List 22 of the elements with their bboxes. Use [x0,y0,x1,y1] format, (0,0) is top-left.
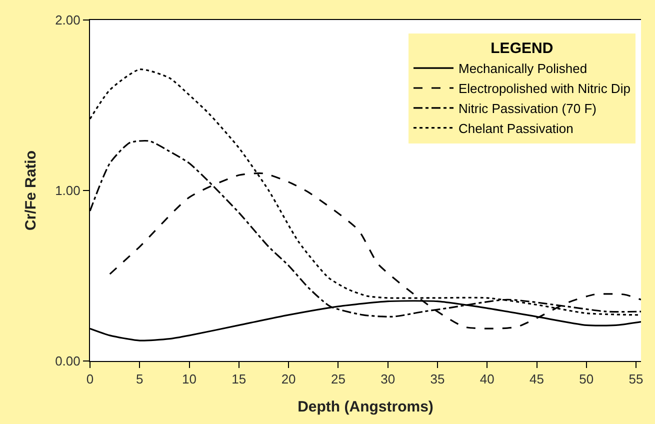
x-tick-label: 25 [330,372,346,387]
y-tick-label: 1.00 [55,183,80,198]
y-tick-label: 2.00 [55,12,80,28]
legend-label: Chelant Passivation [458,120,574,136]
x-tick-label: 10 [182,372,197,387]
x-tick-label: 5 [136,372,144,387]
y-tick-label: 0.00 [55,354,80,369]
legend-label: Mechanically Polished [458,61,588,76]
x-tick-label: 30 [380,372,396,387]
x-tick-label: 20 [281,372,296,387]
x-tick-label: 35 [430,372,445,387]
x-tick-label: 55 [628,372,644,387]
legend-label: Electropolished with Nitric Dip [458,81,630,96]
x-tick-label: 15 [232,372,246,387]
legend-title: LEGEND [490,40,554,58]
x-axis-title: Depth (Angstroms) [298,398,434,416]
x-tick-label: 50 [579,372,594,387]
legend-label: Nitric Passivation (70 F) [458,100,596,116]
x-tick-label: 40 [480,372,494,387]
x-tick-label: 0 [86,372,94,387]
y-axis-title: Cr/Fe Ratio [22,150,40,231]
x-tick-label: 45 [530,372,544,387]
